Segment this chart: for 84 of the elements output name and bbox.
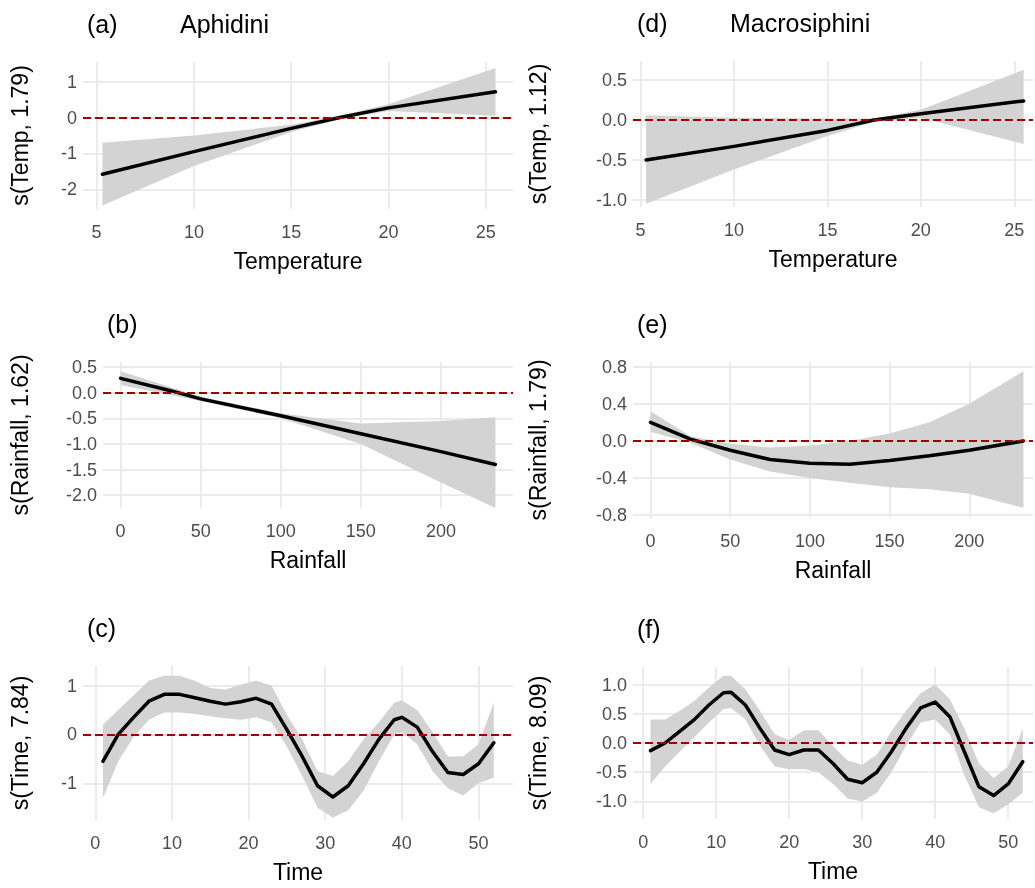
line-series [118, 376, 498, 467]
x-tick-label: 200 [954, 531, 985, 551]
y-tick-label: 0.8 [601, 356, 627, 377]
chart-title: (c) [87, 613, 117, 642]
y-tick-label: 0.4 [601, 393, 627, 414]
y-axis-title: s(Time, 7.84) [6, 675, 33, 811]
x-tick-label: 50 [720, 531, 741, 551]
x-tick-label: 150 [874, 531, 905, 551]
chart-title: (b) [107, 309, 138, 338]
x-tick-label: 100 [794, 531, 825, 551]
y-axis-title: s(Rainfall, 1.79) [524, 359, 551, 521]
x-tick-label: 25 [475, 222, 496, 242]
x-tick-label: 30 [315, 833, 336, 853]
x-tick-label: 200 [425, 521, 456, 541]
y-tick-label: -1 [60, 143, 77, 164]
y-tick-label: 0.5 [601, 70, 627, 91]
chart-title: (d) [637, 8, 668, 37]
y-tick-label: -2 [60, 179, 77, 200]
x-tick-label: 10 [183, 222, 204, 242]
x-axis-title: Time [272, 858, 324, 885]
x-tick-label: 40 [925, 832, 946, 852]
chart-subtitle: Macrosiphini [730, 8, 871, 37]
chart-subtitle: Aphidini [180, 9, 269, 38]
y-tick-label: 1 [66, 71, 77, 92]
x-tick-label: 20 [238, 833, 259, 853]
y-tick-label: 0.0 [71, 382, 97, 403]
y-tick-label: -0.5 [595, 149, 627, 170]
x-tick-label: 0 [638, 832, 649, 852]
y-axis-title: s(Time, 8.09) [524, 675, 551, 811]
x-axis-title: Temperature [233, 247, 363, 274]
y-tick-label: -0.4 [595, 468, 627, 489]
y-tick-label: 0.5 [601, 703, 627, 724]
x-axis-title: Time [807, 857, 859, 884]
y-tick-label: -1.0 [595, 791, 627, 812]
x-axis-title: Rainfall [794, 556, 872, 583]
x-tick-label: 10 [706, 832, 727, 852]
y-tick-label: 0.0 [601, 430, 627, 451]
y-tick-label: 0.0 [601, 110, 627, 131]
x-tick-label: 50 [468, 833, 489, 853]
chart-title: (a) [87, 9, 118, 38]
line-series [100, 90, 498, 176]
y-tick-label: -0.8 [595, 505, 627, 526]
y-tick-label: -2.0 [65, 485, 97, 506]
x-tick-label: 50 [998, 832, 1019, 852]
y-tick-label: -1.5 [65, 459, 97, 480]
y-tick-label: 1 [66, 675, 77, 696]
y-tick-label: 0.0 [601, 733, 627, 753]
y-tick-label: 0 [66, 107, 77, 128]
y-tick-label: -0.5 [595, 762, 627, 783]
x-axis-title: Temperature [768, 245, 898, 272]
x-tick-label: 5 [91, 222, 102, 242]
y-tick-label: 0 [66, 724, 77, 745]
x-tick-label: 50 [190, 521, 211, 541]
x-tick-label: 15 [817, 220, 838, 240]
x-tick-label: 30 [852, 832, 873, 852]
chart-title: (e) [637, 309, 668, 338]
line-series [648, 420, 1026, 466]
y-tick-label: 1.0 [601, 674, 627, 695]
x-tick-label: 20 [779, 832, 800, 852]
y-axis-title: s(Temp, 1.12) [524, 63, 551, 205]
line-series [644, 99, 1026, 162]
x-tick-label: 100 [265, 521, 296, 541]
y-tick-label: -1.0 [65, 433, 97, 454]
x-tick-label: 10 [723, 220, 744, 240]
y-axis-title: s(Rainfall, 1.62) [6, 354, 33, 516]
x-tick-label: 10 [161, 833, 182, 853]
y-tick-label: -1 [60, 773, 77, 794]
x-tick-label: 0 [645, 531, 656, 551]
x-tick-label: 5 [635, 220, 646, 240]
x-tick-label: 20 [378, 222, 399, 242]
x-tick-label: 0 [115, 521, 126, 541]
line-series [648, 690, 1025, 798]
x-tick-label: 25 [1004, 220, 1025, 240]
x-tick-label: 15 [281, 222, 302, 242]
y-tick-label: 0.5 [71, 357, 97, 378]
chart-title: (f) [637, 614, 661, 643]
y-tick-label: -1.0 [595, 189, 627, 210]
y-axis-title: s(Temp, 1.79) [6, 65, 33, 206]
x-tick-label: 150 [345, 521, 376, 541]
x-tick-label: 20 [910, 220, 931, 240]
line-series [101, 692, 496, 799]
x-axis-title: Rainfall [269, 546, 347, 573]
x-tick-label: 40 [391, 833, 412, 853]
y-tick-label: -0.5 [65, 408, 97, 429]
